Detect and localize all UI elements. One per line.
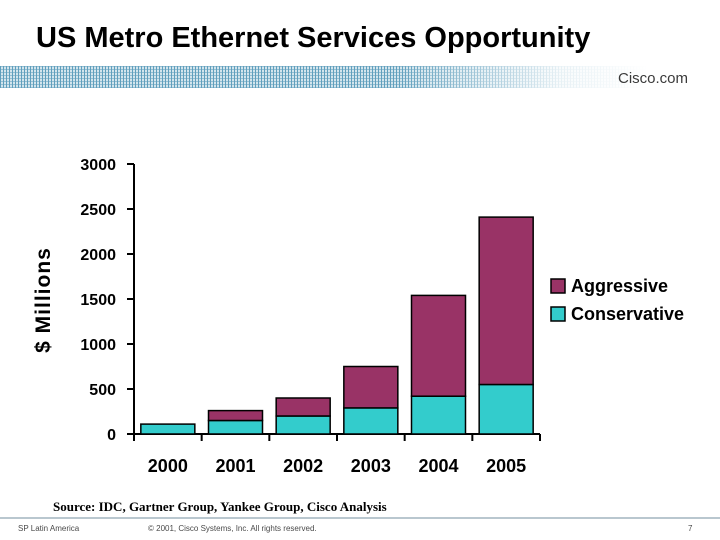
bar-aggressive-2001 — [207, 409, 264, 422]
slide-title: US Metro Ethernet Services Opportunity — [36, 22, 591, 54]
source-note: Source: IDC, Gartner Group, Yankee Group… — [53, 499, 387, 514]
bar-aggressive-2002 — [275, 397, 331, 417]
stacked-bar-chart: $ Millions 0 500 1000 1500 2000 2500 3000 2000 2… — [32, 157, 684, 476]
legend-label-aggressive: Aggressive — [571, 276, 668, 296]
bar-conservative-2000 — [140, 423, 196, 435]
bar-conservative-2004 — [410, 395, 467, 435]
header-band-fade — [0, 66, 720, 88]
x-tick-label: 2001 — [215, 456, 255, 476]
y-tick-label: 2500 — [80, 202, 116, 219]
bar-aggressive-2003 — [343, 365, 399, 409]
x-tick-label: 2003 — [351, 456, 391, 476]
y-tick-label: 500 — [89, 382, 116, 399]
bar-aggressive-2004 — [410, 294, 467, 397]
bar-conservative-2003 — [343, 407, 399, 435]
legend: Aggressive Conservative — [550, 276, 684, 324]
y-tick-label: 3000 — [80, 157, 116, 174]
page-number: 7 — [688, 524, 693, 533]
x-tick-label: 2004 — [418, 456, 458, 476]
y-tick-label: 2000 — [80, 247, 116, 264]
footer-left: SP Latin America — [18, 524, 80, 533]
bar-conservative-2002 — [275, 415, 331, 435]
brand-logo-text: Cisco.com — [618, 70, 689, 87]
footer-copyright: © 2001, Cisco Systems, Inc. All rights r… — [148, 524, 317, 533]
legend-swatch-aggressive — [550, 278, 566, 294]
x-tick-label: 2002 — [283, 456, 323, 476]
y-tick-label: 0 — [107, 427, 116, 444]
legend-swatch-conservative — [550, 306, 566, 322]
x-tick-label: 2005 — [486, 456, 526, 476]
y-tick-label: 1500 — [80, 292, 116, 309]
legend-label-conservative: Conservative — [571, 304, 684, 324]
bar-aggressive-2005 — [478, 216, 534, 386]
y-tick-label: 1000 — [80, 337, 116, 354]
x-tick-label: 2000 — [148, 456, 188, 476]
y-axis-label: $ Millions — [32, 247, 55, 353]
plot-area: 0 500 1000 1500 2000 2500 3000 2000 2001 2002 2003… — [80, 157, 541, 476]
footer-divider — [0, 517, 720, 519]
bar-conservative-2005 — [478, 383, 534, 435]
bar-conservative-2001 — [207, 419, 264, 435]
